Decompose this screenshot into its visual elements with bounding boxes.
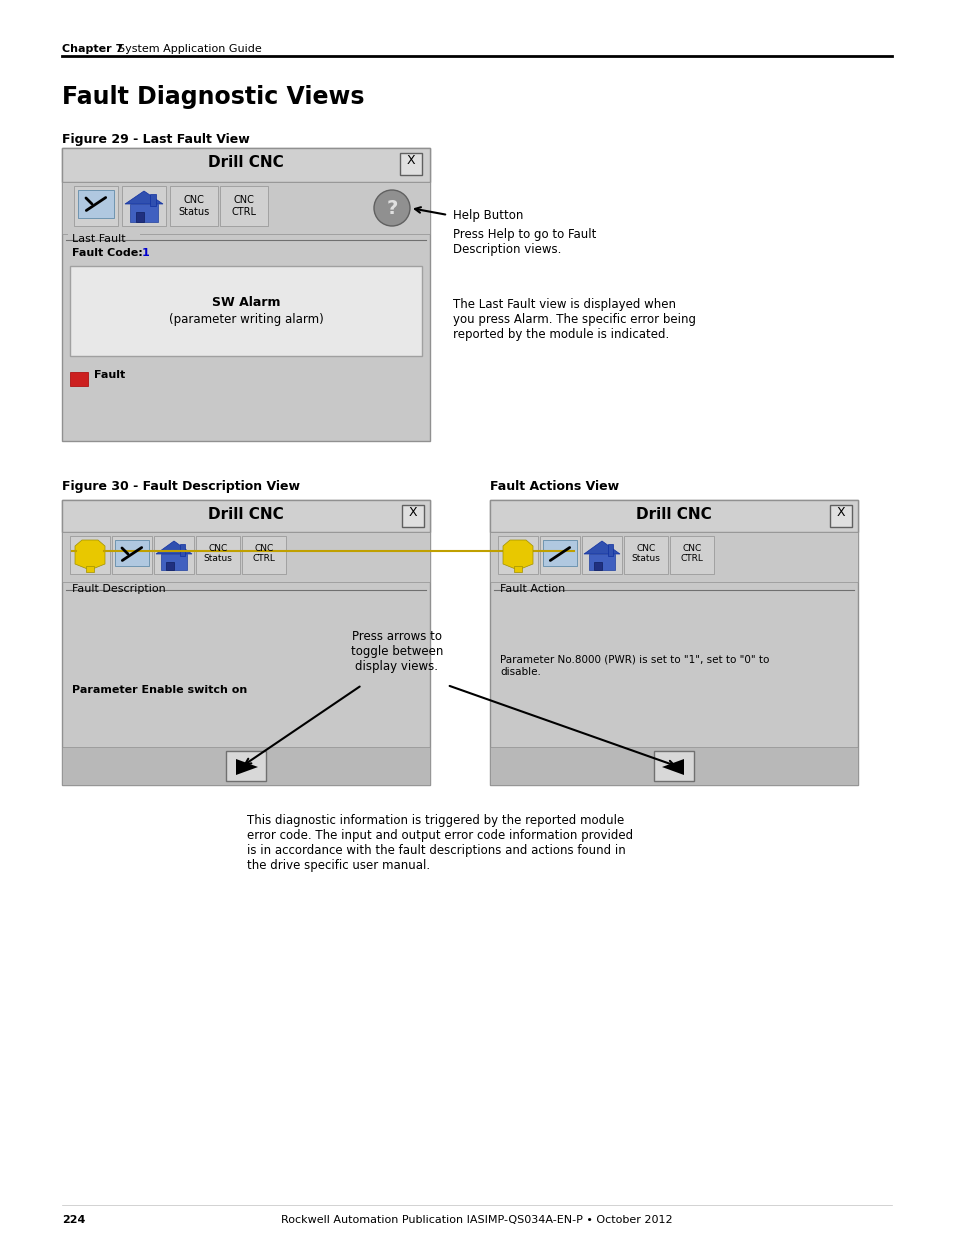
Text: Figure 30 - Fault Description View: Figure 30 - Fault Description View [62,480,299,493]
Bar [153,536,193,574]
Bar [62,182,430,233]
Text: Help Button: Help Button [453,209,523,222]
Bar [62,532,430,582]
Text: ?: ? [386,199,397,219]
Text: Rockwell Automation Publication IASIMP-QS034A-EN-P • October 2012: Rockwell Automation Publication IASIMP-Q… [281,1215,672,1225]
Bar [654,751,693,781]
Bar [669,536,713,574]
Text: Parameter Enable switch on: Parameter Enable switch on [71,685,247,695]
Bar [70,372,88,387]
Bar [115,540,149,566]
Bar [226,751,266,781]
FancyArrowPatch shape [122,548,128,555]
Bar [112,536,152,574]
Bar [62,747,430,785]
Bar [78,190,113,219]
Bar [542,540,577,566]
FancyArrowPatch shape [86,198,91,204]
Text: Fault Actions View: Fault Actions View [490,480,618,493]
Text: X: X [836,506,844,519]
Text: Fault Diagnostic Views: Fault Diagnostic Views [62,85,364,109]
Text: Figure 29 - Last Fault View: Figure 29 - Last Fault View [62,133,250,146]
Bar [136,212,144,222]
Text: This diagnostic information is triggered by the reported module
error code. The : This diagnostic information is triggered… [247,814,633,872]
Polygon shape [156,541,192,555]
FancyArrowPatch shape [86,198,106,210]
Text: CNC
Status: CNC Status [203,543,233,563]
Bar [623,536,667,574]
Bar [242,536,286,574]
Bar [86,566,94,572]
Text: Chapter 7: Chapter 7 [62,44,123,54]
Bar [490,500,857,785]
Bar [401,505,423,527]
FancyArrowPatch shape [550,547,569,561]
Text: Press arrows to
toggle between
display views.: Press arrows to toggle between display v… [351,630,443,673]
Text: Drill CNC: Drill CNC [208,508,284,522]
Text: CNC
CTRL: CNC CTRL [232,195,256,216]
Text: System Application Guide: System Application Guide [118,44,261,54]
Bar [195,536,240,574]
Bar [170,186,218,226]
FancyArrowPatch shape [122,547,142,561]
Polygon shape [661,760,683,776]
Text: The Last Fault view is displayed when
you press Alarm. The specific error being
: The Last Fault view is displayed when yo… [453,298,696,341]
Bar [514,566,521,572]
Bar [607,543,613,556]
Bar [588,555,615,571]
Bar [62,500,430,532]
Text: X: X [408,506,416,519]
Text: CNC
Status: CNC Status [631,543,659,563]
Text: 224: 224 [62,1215,85,1225]
Bar [490,747,857,785]
Text: Fault: Fault [94,370,125,380]
Text: X: X [406,154,415,167]
Bar [62,500,430,785]
Text: CNC
Status: CNC Status [178,195,210,216]
Bar [490,532,857,582]
Bar [68,233,140,247]
Bar [399,153,421,175]
Circle shape [374,190,410,226]
Bar [62,148,430,182]
Bar [594,562,601,571]
Text: CNC
CTRL: CNC CTRL [253,543,275,563]
Text: SW Alarm: SW Alarm [212,296,280,309]
Text: 1: 1 [142,248,150,258]
Bar [166,562,173,571]
Text: Fault Description: Fault Description [71,584,166,594]
Bar [496,584,579,597]
Bar [220,186,268,226]
Bar [497,536,537,574]
Polygon shape [235,760,257,776]
Bar [539,536,579,574]
Bar [150,194,156,206]
Bar [829,505,851,527]
Bar [122,186,166,226]
Polygon shape [502,540,533,571]
Bar [490,500,857,532]
Polygon shape [125,191,163,204]
Text: Last Fault: Last Fault [71,233,126,245]
Text: (parameter writing alarm): (parameter writing alarm) [169,312,323,326]
Bar [68,584,173,597]
Text: Parameter No.8000 (PWR) is set to "1", set to "0" to
disable.: Parameter No.8000 (PWR) is set to "1", s… [499,655,768,677]
Bar [70,536,110,574]
Text: Fault Action: Fault Action [499,584,565,594]
Bar [180,543,185,556]
Text: Drill CNC: Drill CNC [636,508,711,522]
Bar [130,204,158,222]
Polygon shape [583,541,619,555]
Bar [62,148,430,441]
Text: Drill CNC: Drill CNC [208,156,284,170]
Text: Press Help to go to Fault
Description views.: Press Help to go to Fault Description vi… [453,228,596,256]
Text: CNC
CTRL: CNC CTRL [679,543,702,563]
Bar [70,266,421,356]
Polygon shape [75,540,105,571]
Bar [161,555,187,571]
Text: Fault Code:: Fault Code: [71,248,143,258]
Bar [581,536,621,574]
Bar [74,186,118,226]
